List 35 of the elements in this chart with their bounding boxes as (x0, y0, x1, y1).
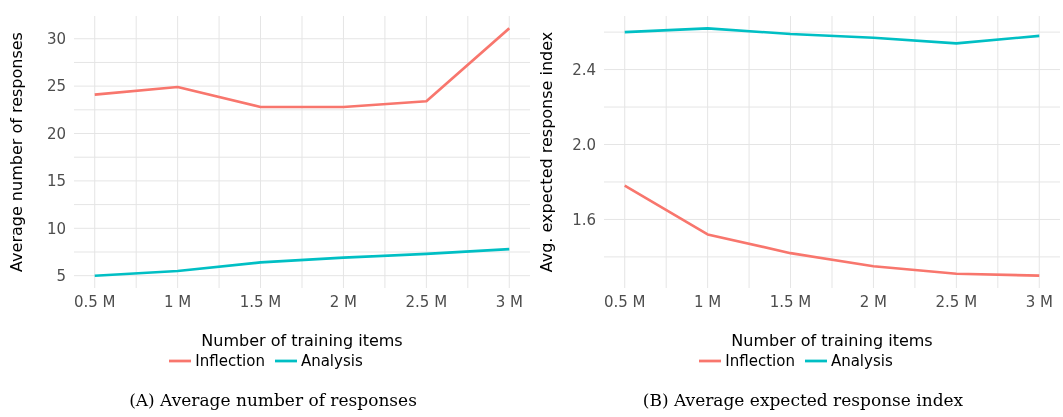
y-tick-label: 10 (46, 219, 66, 238)
y-tick-label: 20 (46, 124, 66, 143)
x-tick-label: 2 M (859, 292, 888, 311)
x-tick-label: 3 M (495, 292, 523, 311)
x-tick-label: 2.5 M (935, 292, 978, 311)
text: (B) Average expected response index (641, 390, 965, 410)
legend-label: Inflection (725, 351, 795, 370)
x-tick-label: 1.5 M (769, 292, 812, 311)
x-axis-title: Number of training items (201, 331, 403, 350)
y-tick-label: 2.0 (572, 135, 596, 154)
line-series (623, 27, 1041, 45)
x-axis-title: Number of training items (731, 331, 933, 350)
legend-label: Analysis (830, 351, 893, 370)
y-axis-title: Avg. expected response index (536, 31, 556, 273)
x-tick-label: 1 M (694, 292, 722, 311)
line-series (93, 27, 511, 109)
line-series (93, 247, 511, 277)
x-tick-label: 2.5 M (405, 292, 448, 311)
y-tick-label: 2.4 (572, 60, 596, 79)
x-tick-label: 1 M (164, 292, 192, 311)
x-tick-label: 0.5 M (603, 292, 646, 311)
y-tick-label: 1.6 (572, 210, 596, 229)
x-tick-label: 3 M (1025, 292, 1053, 311)
line-series (623, 184, 1041, 277)
y-axis-title: Average number of responses (6, 32, 26, 272)
legend-label: Analysis (300, 351, 363, 370)
legend-label: Inflection (195, 351, 265, 370)
x-tick-label: 2 M (329, 292, 358, 311)
y-tick-label: 30 (46, 30, 66, 49)
y-tick-label: 25 (46, 77, 66, 96)
text: (A) Average number of responses (128, 390, 418, 410)
x-tick-label: 1.5 M (239, 292, 282, 311)
y-tick-label: 15 (46, 172, 66, 191)
x-tick-label: 0.5 M (73, 292, 116, 311)
y-tick-label: 5 (56, 267, 66, 285)
